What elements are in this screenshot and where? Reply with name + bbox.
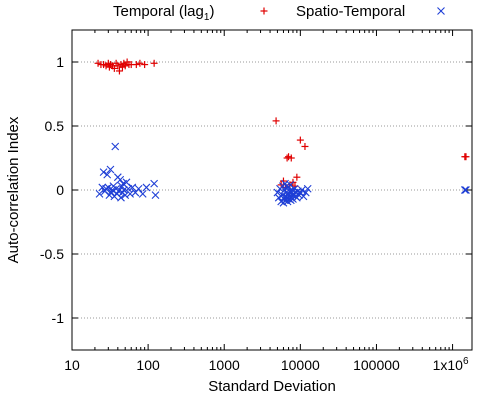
spatio-temporal-point: [150, 179, 159, 188]
marker-stroke: [142, 183, 151, 192]
spatio-temporal-point: [279, 182, 287, 191]
x-tick-label: 10: [64, 357, 80, 373]
marker-stroke: [279, 182, 287, 191]
spatio-temporal-point: [104, 183, 113, 192]
marker-stroke: [437, 7, 445, 15]
series-1: [95, 142, 470, 207]
legend-marker-temporal: [260, 7, 268, 15]
marker-stroke: [122, 178, 131, 187]
spatio-temporal-point: [138, 189, 147, 198]
marker-stroke: [128, 183, 137, 192]
y-tick-label: -0.5: [40, 246, 64, 262]
spatio-temporal-point: [299, 192, 308, 201]
legend: Temporal (lag1) Spatio-Temporal: [113, 3, 445, 23]
x-tick-label: 10000: [281, 357, 320, 373]
data-points: [94, 58, 470, 207]
x-tick-label: 100000: [353, 357, 400, 373]
marker-stroke: [278, 191, 287, 200]
temporal-point: [115, 67, 123, 75]
spatio-temporal-point: [106, 165, 115, 174]
marker-stroke: [460, 186, 469, 194]
marker-stroke: [298, 186, 306, 194]
marker-stroke: [95, 189, 104, 198]
marker-stroke: [290, 184, 299, 193]
y-tick-label: -1: [52, 310, 65, 326]
spatio-temporal-point: [460, 186, 469, 194]
spatio-temporal-point: [128, 183, 137, 192]
marker-stroke: [462, 186, 470, 194]
marker-stroke: [102, 184, 110, 193]
marker-stroke: [273, 188, 282, 197]
spatio-temporal-point: [273, 188, 282, 197]
legend-label-temporal: Temporal (lag1): [113, 3, 214, 23]
temporal-point: [272, 117, 280, 125]
axes: 1 0.5 0 -0.5 -1 10 100 1000 10000 100000 1x106: [40, 29, 473, 373]
marker-stroke: [106, 165, 115, 174]
temporal-point: [141, 61, 149, 69]
marker-stroke: [303, 184, 312, 193]
temporal-point: [132, 61, 140, 69]
temporal-point: [301, 142, 309, 150]
y-tick-label: 1: [56, 54, 64, 70]
x-tick-label: 1x106: [433, 356, 469, 373]
y-axis-title: Auto-correlation Index: [5, 116, 22, 263]
spatio-temporal-point: [462, 186, 470, 194]
marker-stroke: [98, 183, 107, 192]
x-tick-label: 100: [136, 357, 160, 373]
y-tick-label: 0.5: [45, 118, 65, 134]
marker-stroke: [103, 170, 112, 179]
spatio-temporal-point: [102, 184, 110, 193]
marker-stroke: [134, 184, 143, 193]
spatio-temporal-point: [99, 168, 108, 176]
temporal-point: [114, 62, 122, 70]
temporal-point: [287, 154, 295, 162]
marker-stroke: [117, 193, 125, 202]
temporal-point: [150, 59, 158, 67]
y-tick-label: 0: [56, 182, 64, 198]
legend-label-spatio-temporal: Spatio-Temporal: [296, 3, 405, 20]
spatio-temporal-point: [111, 142, 120, 151]
temporal-point: [121, 62, 129, 70]
spatio-temporal-point: [142, 183, 151, 192]
marker-stroke: [150, 179, 159, 188]
marker-stroke: [301, 188, 310, 197]
temporal-point: [296, 136, 304, 144]
marker-stroke: [126, 189, 134, 198]
spatio-temporal-point: [103, 170, 112, 179]
series-0: [94, 58, 470, 191]
marker-stroke: [104, 183, 113, 192]
marker-stroke: [151, 191, 160, 200]
x-tick-label: 1000: [209, 357, 240, 373]
temporal-point: [462, 153, 470, 161]
marker-stroke: [138, 189, 147, 198]
spatio-temporal-point: [301, 188, 310, 197]
marker-stroke: [111, 142, 120, 151]
spatio-temporal-point: [151, 191, 160, 200]
marker-stroke: [119, 186, 128, 194]
spatio-temporal-point: [121, 191, 130, 200]
marker-stroke: [116, 175, 125, 184]
spatio-temporal-point: [298, 186, 306, 194]
x-axis-title: Standard Deviation: [208, 378, 336, 395]
marker-stroke: [121, 191, 130, 200]
temporal-point: [293, 173, 301, 181]
spatio-temporal-point: [116, 175, 125, 184]
spatio-temporal-point: [117, 193, 125, 202]
spatio-temporal-point: [134, 184, 143, 193]
marker-stroke: [99, 168, 108, 176]
temporal-point: [136, 59, 144, 67]
spatio-temporal-point: [95, 189, 104, 198]
spatio-temporal-point: [303, 184, 312, 193]
legend-marker-spatio-temporal: [437, 7, 445, 15]
marker-stroke: [299, 192, 308, 201]
spatio-temporal-point: [119, 186, 128, 194]
